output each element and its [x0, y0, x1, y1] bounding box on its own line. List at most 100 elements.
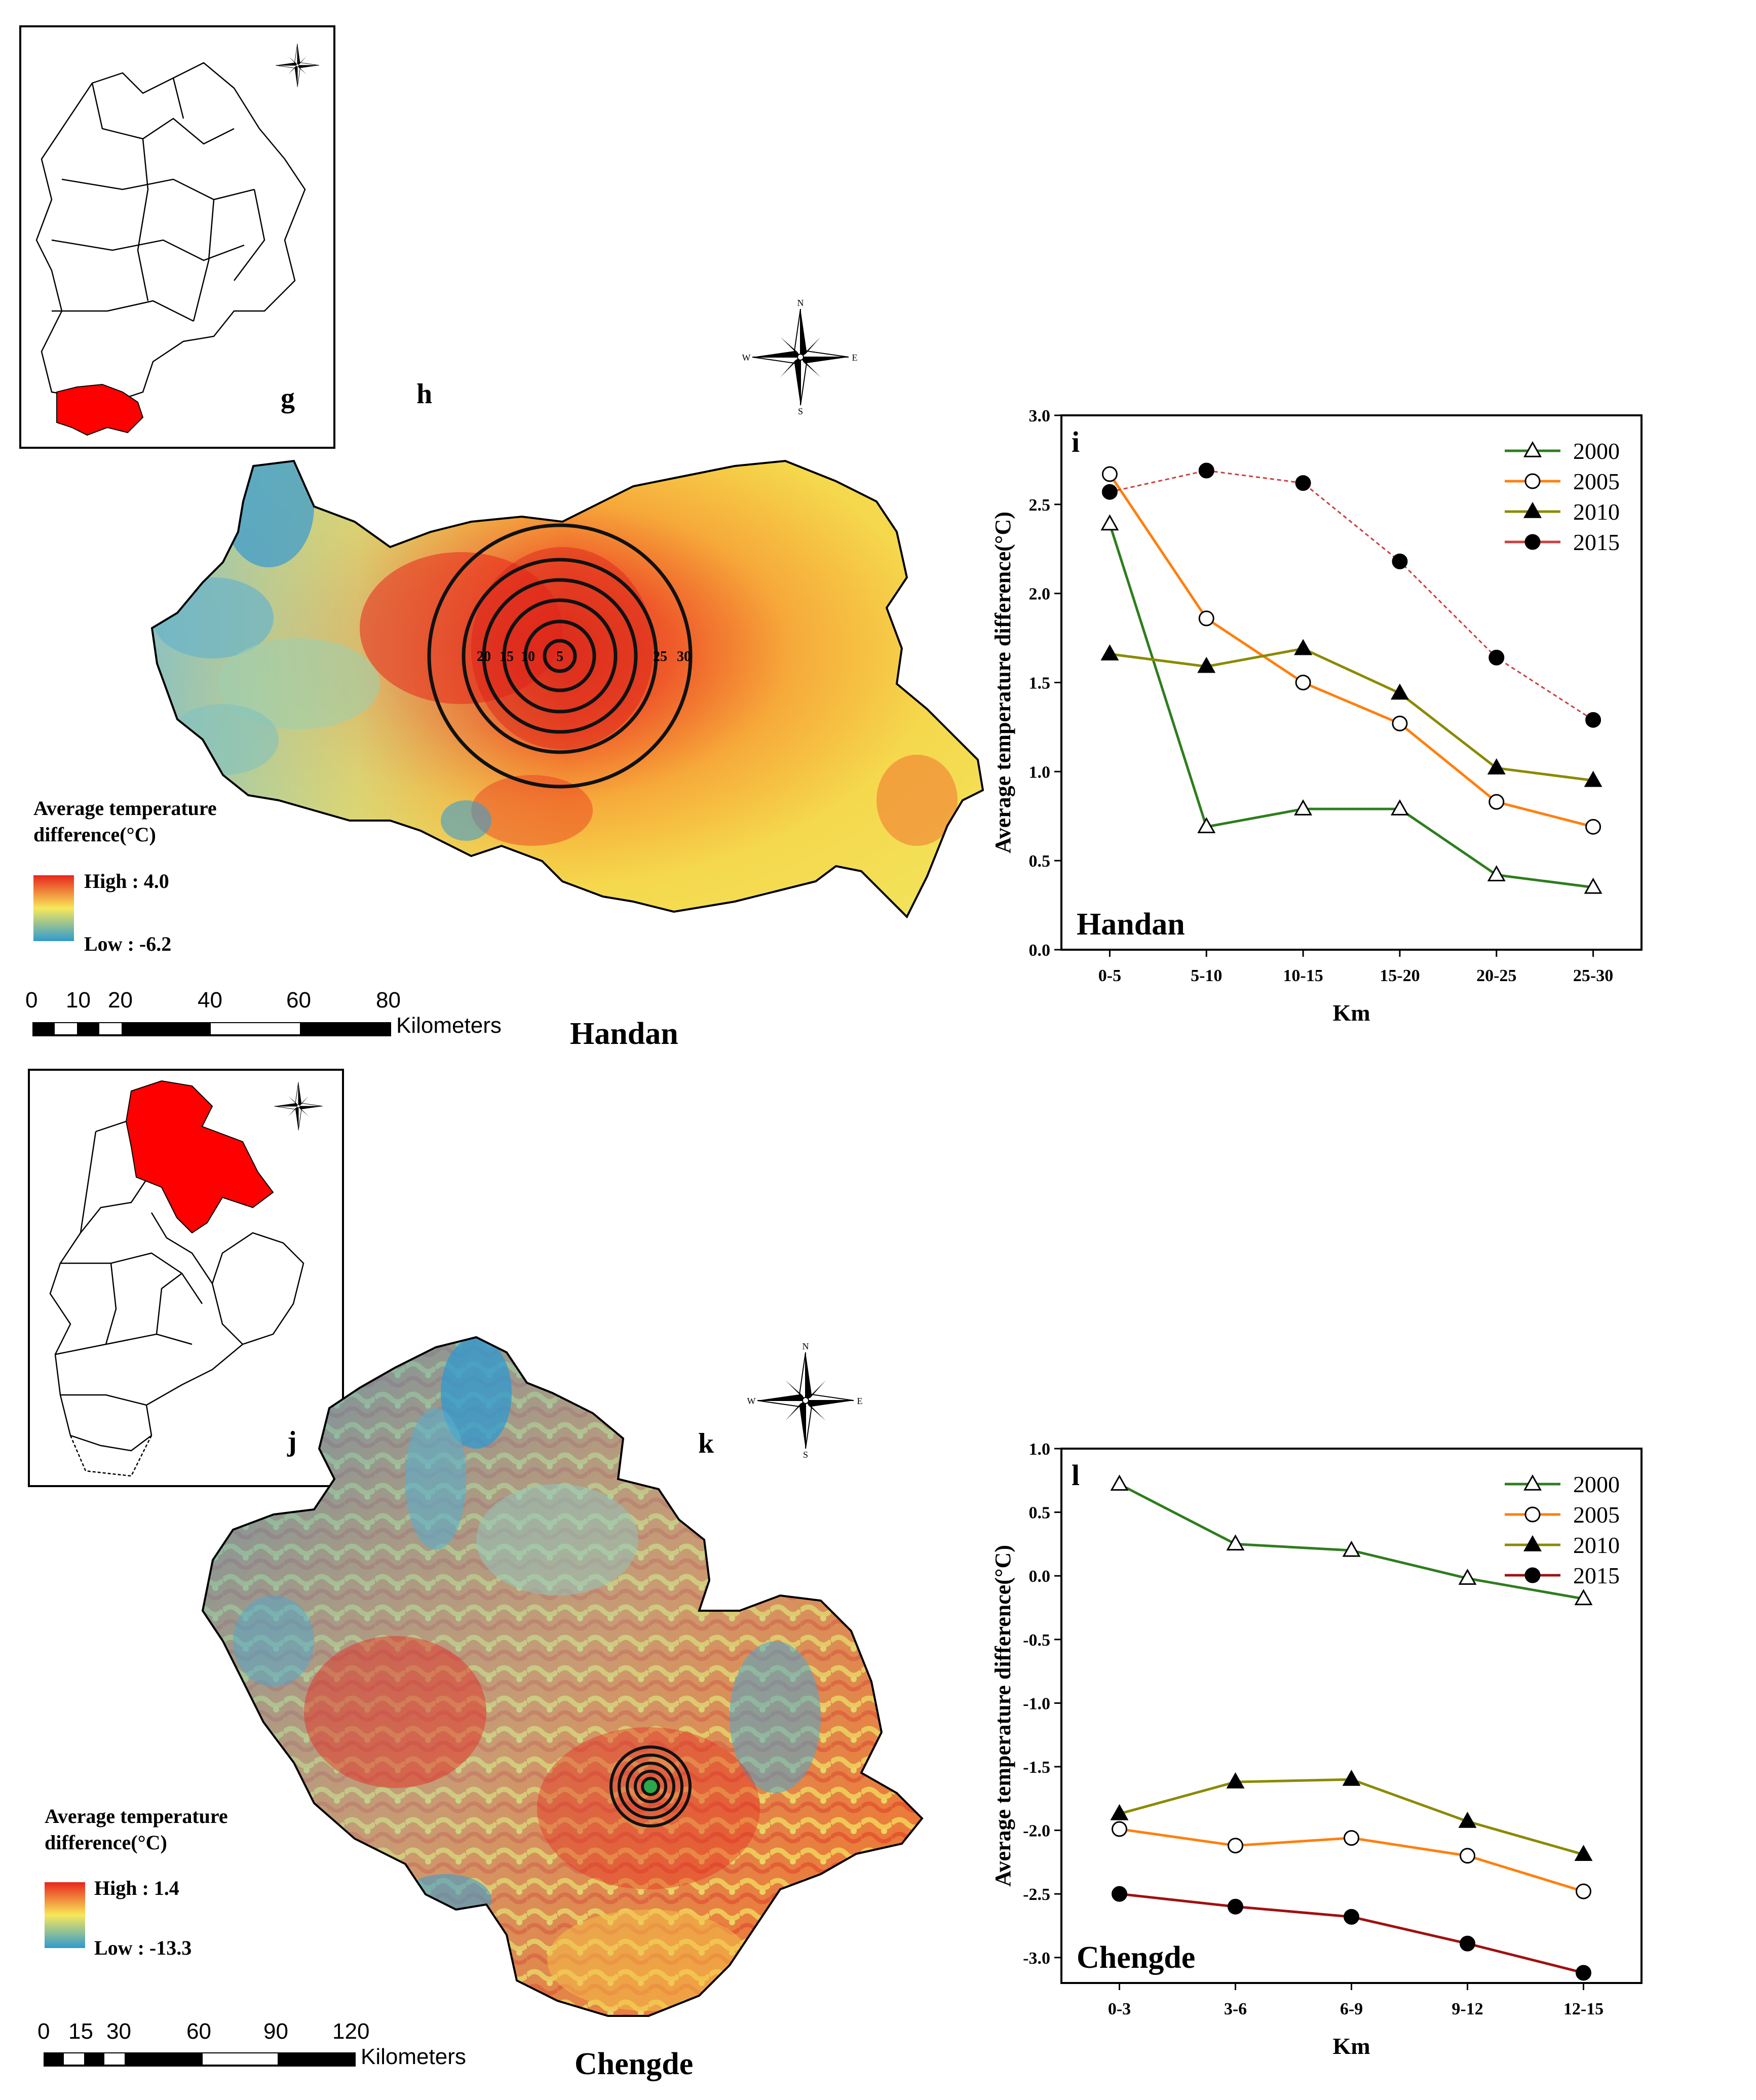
handan-scale-10: 10 — [66, 988, 91, 1013]
compass-n: N — [803, 1342, 809, 1351]
handan-scale-60: 60 — [286, 988, 311, 1013]
data-point-2005-10-15 — [1295, 675, 1311, 690]
compass-s: S — [803, 1450, 808, 1459]
handan-scale-80: 80 — [376, 988, 401, 1013]
legend-marker-2000 — [1523, 1474, 1542, 1491]
ring-label-15: 15 — [500, 649, 514, 665]
legend-label-2015: 2015 — [1573, 529, 1620, 555]
data-point-2000-15-20 — [1390, 799, 1409, 815]
data-point-2010-5-10 — [1197, 656, 1216, 673]
legend-marker-2010 — [1523, 1535, 1542, 1551]
data-point-2005-12-15 — [1576, 1883, 1591, 1899]
data-point-2015-15-20 — [1392, 553, 1408, 569]
compass-w: W — [747, 1396, 756, 1406]
data-point-2005-0-5 — [1101, 466, 1118, 482]
chart-panel-label: i — [1072, 425, 1080, 458]
chengde-legend-title: Average temperature difference(°C) — [45, 1805, 228, 1854]
hebei-province-outline — [49, 1080, 304, 1477]
chengde-scale-120: 120 — [332, 2019, 370, 2044]
ring-label-20: 20 — [477, 649, 491, 665]
legend-marker-2005 — [1524, 1506, 1541, 1523]
x-tick-label: 12-15 — [1563, 2000, 1604, 2018]
panel-label-k: k — [698, 1428, 714, 1459]
legend-marker-2015 — [1524, 534, 1541, 550]
data-point-2010-25-30 — [1584, 770, 1602, 787]
x-tick-label: 3-6 — [1224, 2000, 1247, 2018]
x-axis-label: Km — [1332, 2033, 1370, 2059]
data-point-2015-10-15 — [1295, 475, 1311, 491]
chengde-line-chart: 1.0 0.5 0.0 -0.5 -1.0 -1.5 -2.0 -2.5 -3.0 0-3 3-6 6… — [990, 1440, 1643, 2059]
x-tick-label: 0-3 — [1108, 2000, 1131, 2018]
data-point-2005-25-30 — [1585, 819, 1601, 835]
legend-label-2010: 2010 — [1573, 499, 1620, 525]
compass-w: W — [742, 353, 751, 363]
series-2010: 2010 — [1110, 1532, 1620, 1861]
chart-city-label: Chengde — [1077, 1940, 1195, 1975]
legend-label-2015: 2015 — [1573, 1563, 1620, 1588]
handan-legend-low: Low : -6.2 — [84, 932, 172, 955]
data-point-2005-9-12 — [1460, 1848, 1475, 1864]
legend-label-2000: 2000 — [1573, 1471, 1620, 1497]
legend-marker-2015 — [1524, 1567, 1541, 1583]
compass-n: N — [797, 299, 804, 308]
handan-line-chart: 0.0 0.5 1.0 1.5 2.0 2.5 3.0 0-5 5-10 10-15 15-20 20… — [990, 407, 1643, 1026]
data-point-2010-20-25 — [1487, 758, 1506, 774]
x-tick-label: 15-20 — [1380, 966, 1420, 985]
handan-legend-high: High : 4.0 — [84, 870, 169, 892]
series-line-2000 — [1109, 523, 1593, 889]
ring-label-30: 30 — [677, 649, 691, 665]
legend-marker-2000 — [1523, 441, 1542, 457]
y-tick-label: 0.5 — [1029, 852, 1051, 871]
plot-frame — [1060, 414, 1643, 951]
data-point-2000-10-15 — [1294, 799, 1313, 815]
handan-highlight — [56, 383, 144, 436]
data-point-2015-0-5 — [1101, 484, 1118, 500]
series-2010: 2010 — [1100, 499, 1620, 787]
chart-city-label: Handan — [1077, 907, 1185, 942]
handan-scale-unit: Kilometers — [396, 1013, 502, 1038]
data-point-2005-20-25 — [1488, 794, 1505, 810]
data-point-2005-0-3 — [1112, 1821, 1127, 1837]
hebei-province-outline — [35, 62, 306, 436]
ring-label-25: 25 — [653, 649, 667, 665]
data-point-2015-0-3 — [1112, 1886, 1127, 1902]
legend-label-2005: 2005 — [1573, 1502, 1620, 1528]
handan-inset-map: g — [19, 25, 335, 449]
data-point-2000-3-6 — [1226, 1534, 1245, 1551]
data-point-2000-6-9 — [1342, 1540, 1361, 1557]
y-tick-label: 1.0 — [1029, 1440, 1051, 1459]
y-axis-label: Average temperature difference(°C) — [990, 1545, 1015, 1887]
compass-s: S — [798, 406, 803, 415]
compass-e: E — [852, 353, 858, 363]
data-point-2010-10-15 — [1294, 639, 1313, 655]
data-point-2010-15-20 — [1390, 683, 1409, 700]
chengde-highlight — [125, 1080, 274, 1234]
handan-scale-20: 20 — [108, 988, 133, 1013]
compass-rose-icon: N S E W — [747, 1342, 863, 1459]
data-point-2010-6-9 — [1342, 1769, 1361, 1786]
y-tick-label: 2.0 — [1029, 585, 1051, 604]
data-point-2015-5-10 — [1198, 462, 1214, 479]
chengde-heat-map — [201, 1336, 924, 2017]
chengde-inset-map: j — [28, 1069, 344, 1487]
data-point-2015-3-6 — [1228, 1898, 1243, 1915]
chengde-scale-60: 60 — [186, 2019, 211, 2044]
series-2000: 2000 — [1100, 438, 1620, 894]
series-line-2010 — [1110, 647, 1593, 782]
x-tick-label: 6-9 — [1340, 2000, 1363, 2018]
plot-frame — [1060, 1448, 1643, 1984]
series-line-2005 — [1109, 473, 1594, 828]
data-point-2000-12-15 — [1574, 1589, 1593, 1606]
data-point-2005-5-10 — [1198, 610, 1214, 627]
x-tick-label: 9-12 — [1452, 2000, 1483, 2018]
chengde-scale-90: 90 — [263, 2019, 288, 2044]
chengde-legend-high: High : 1.4 — [94, 1877, 179, 1899]
y-tick-label: 1.0 — [1029, 763, 1051, 782]
data-point-2000-0-3 — [1110, 1474, 1129, 1491]
handan-scale-0: 0 — [25, 988, 38, 1013]
chengde-city-title: Chengde — [575, 2047, 694, 2081]
data-point-2005-15-20 — [1392, 715, 1408, 731]
series-2015: 2015 — [1112, 1563, 1620, 1981]
data-point-2000-0-5 — [1100, 514, 1119, 531]
data-point-2010-0-5 — [1100, 644, 1119, 660]
